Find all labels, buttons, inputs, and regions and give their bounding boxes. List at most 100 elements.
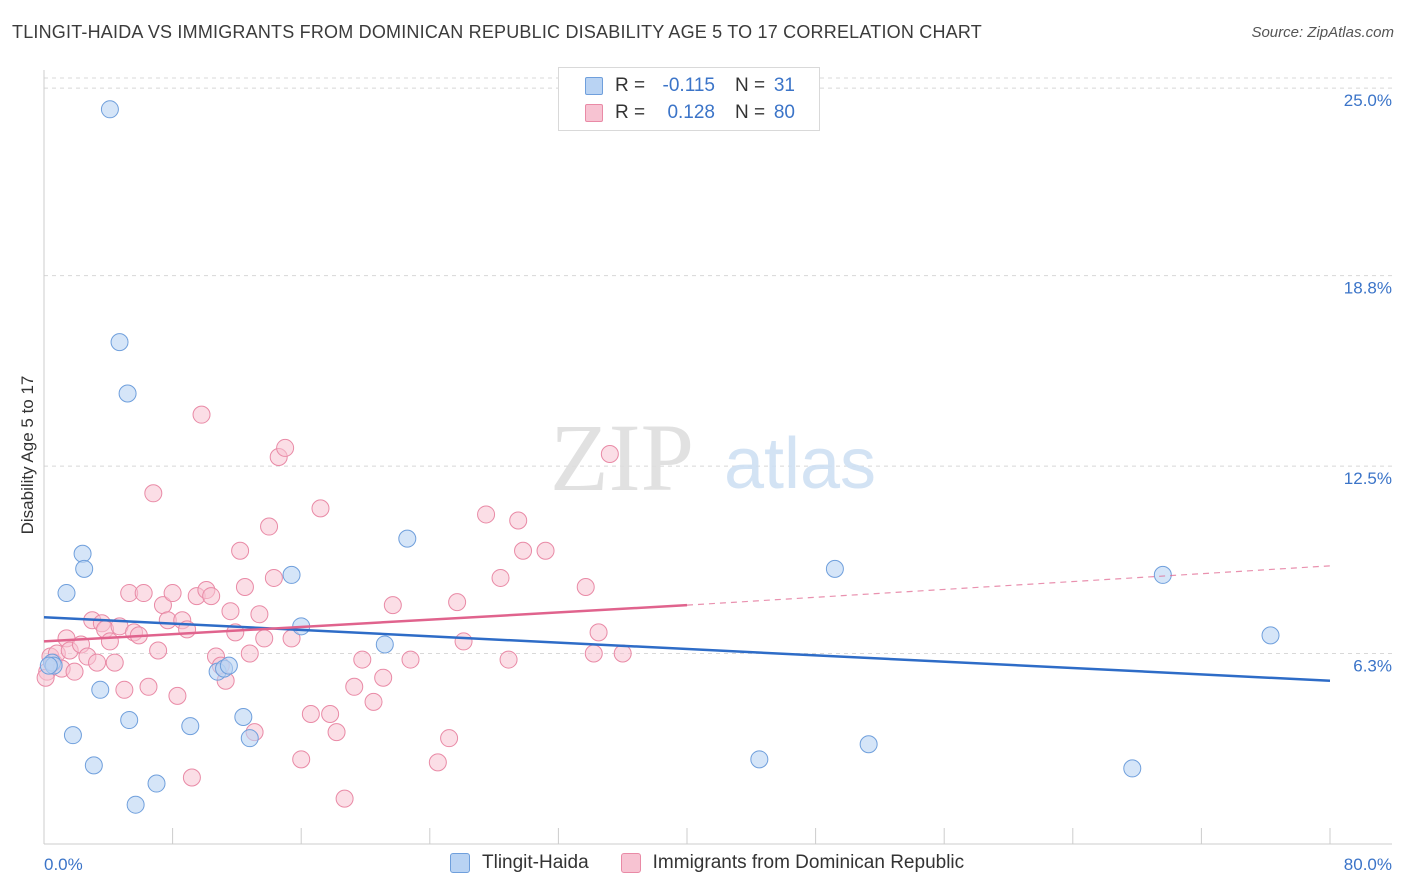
grid-lines xyxy=(44,77,1392,655)
data-point-tlingit xyxy=(1261,626,1280,645)
data-point-dominican xyxy=(65,662,84,681)
x-tick-label: 80.0% xyxy=(1344,855,1392,874)
data-point-tlingit xyxy=(825,559,844,578)
y-tick-label: 25.0% xyxy=(1344,91,1392,110)
data-point-dominican xyxy=(168,686,187,705)
data-point-dominican xyxy=(491,568,510,587)
data-point-dominican xyxy=(221,602,240,621)
axes xyxy=(43,70,1392,845)
n-label: N = xyxy=(735,102,766,123)
data-point-tlingit xyxy=(100,100,119,119)
r-value: 0.128 xyxy=(667,102,715,123)
watermark-atlas: atlas xyxy=(724,424,876,504)
data-point-tlingit xyxy=(398,529,417,548)
y-tick-label: 6.3% xyxy=(1353,657,1392,676)
trend-lines xyxy=(43,565,1331,682)
n-value: 80 xyxy=(773,102,795,123)
data-point-dominican xyxy=(613,644,632,663)
watermark-zip: ZIP xyxy=(550,404,694,511)
data-point-dominican xyxy=(134,584,153,603)
data-point-tlingit xyxy=(126,795,145,814)
x-tick-label: 0.0% xyxy=(44,855,83,874)
data-point-dominican xyxy=(311,499,330,518)
trend-line-tlingit xyxy=(43,615,1331,682)
data-point-dominican xyxy=(509,511,528,530)
data-point-dominican xyxy=(321,704,340,723)
data-point-dominican xyxy=(477,505,496,524)
y-tick-label: 12.5% xyxy=(1344,469,1392,488)
data-point-dominican xyxy=(276,438,295,457)
data-point-dominican xyxy=(105,653,124,672)
data-point-tlingit xyxy=(75,559,94,578)
data-point-dominican xyxy=(327,723,346,742)
data-point-dominican xyxy=(163,584,182,603)
data-point-tlingit xyxy=(282,565,301,584)
trend-line-dominican-extension xyxy=(686,565,1331,606)
data-point-tlingit xyxy=(234,708,253,727)
legend-row-tlingit: R = -0.115 N = 31 xyxy=(585,74,795,98)
data-point-dominican xyxy=(301,704,320,723)
data-point-dominican xyxy=(401,650,420,669)
data-point-dominican xyxy=(235,578,254,597)
data-point-dominican xyxy=(202,587,221,606)
data-point-dominican xyxy=(182,768,201,787)
legend-swatch-pink xyxy=(585,104,603,122)
legend-label-tlingit: Tlingit-Haida xyxy=(482,852,589,873)
data-point-tlingit xyxy=(73,544,92,563)
data-point-dominican xyxy=(240,644,259,663)
data-point-tlingit xyxy=(147,774,166,793)
data-point-dominican xyxy=(231,541,250,560)
data-point-dominican xyxy=(448,593,467,612)
tick-labels: 6.3% 12.5% 18.8% 25.0% 0.0% 80.0% xyxy=(44,91,1392,874)
series-tlingit-points xyxy=(39,100,1280,814)
data-point-tlingit xyxy=(1153,565,1172,584)
data-point-tlingit xyxy=(84,756,103,775)
source-label: Source: ZipAtlas.com xyxy=(1251,24,1394,41)
data-point-tlingit xyxy=(57,584,76,603)
data-point-dominican xyxy=(115,680,134,699)
chart-title: TLINGIT-HAIDA VS IMMIGRANTS FROM DOMINIC… xyxy=(12,22,982,42)
legend-swatch-blue xyxy=(585,77,603,95)
legend-swatch-pink xyxy=(620,853,641,873)
data-point-dominican xyxy=(250,605,269,624)
data-point-dominican xyxy=(440,729,459,748)
data-point-dominican xyxy=(139,677,158,696)
n-value: 31 xyxy=(773,75,795,96)
data-point-tlingit xyxy=(63,726,82,745)
data-point-tlingit xyxy=(181,717,200,736)
data-point-tlingit xyxy=(375,635,394,654)
legend-item-dominican: Immigrants from Dominican Republic xyxy=(620,852,964,874)
data-point-dominican xyxy=(600,444,619,463)
data-point-dominican xyxy=(589,623,608,642)
data-point-dominican xyxy=(364,692,383,711)
data-point-dominican xyxy=(264,568,283,587)
r-value: -0.115 xyxy=(662,75,715,96)
data-point-dominican xyxy=(149,641,168,660)
data-point-dominican xyxy=(454,632,473,651)
data-point-dominican xyxy=(499,650,518,669)
data-point-tlingit xyxy=(39,656,58,675)
data-point-tlingit xyxy=(750,750,769,769)
data-point-tlingit xyxy=(219,656,238,675)
series-legend: Tlingit-Haida Immigrants from Dominican … xyxy=(450,852,996,874)
data-point-dominican xyxy=(576,578,595,597)
y-tick-label: 18.8% xyxy=(1344,279,1392,298)
data-point-dominican xyxy=(536,541,555,560)
trend-line-dominican xyxy=(43,603,688,643)
legend-row-dominican: R = 0.128 N = 80 xyxy=(585,101,795,125)
data-point-tlingit xyxy=(240,729,259,748)
data-point-tlingit xyxy=(1123,759,1142,778)
data-point-tlingit xyxy=(859,735,878,754)
legend-item-tlingit: Tlingit-Haida xyxy=(450,852,589,874)
data-point-dominican xyxy=(374,668,393,687)
r-label: R = xyxy=(615,102,646,123)
data-point-tlingit xyxy=(118,384,137,403)
watermark: ZIP atlas xyxy=(550,404,876,511)
data-point-dominican xyxy=(353,650,372,669)
n-label: N = xyxy=(735,75,766,96)
data-point-dominican xyxy=(514,541,533,560)
data-point-dominican xyxy=(335,789,354,808)
data-point-dominican xyxy=(192,405,211,424)
data-point-dominican xyxy=(428,753,447,772)
